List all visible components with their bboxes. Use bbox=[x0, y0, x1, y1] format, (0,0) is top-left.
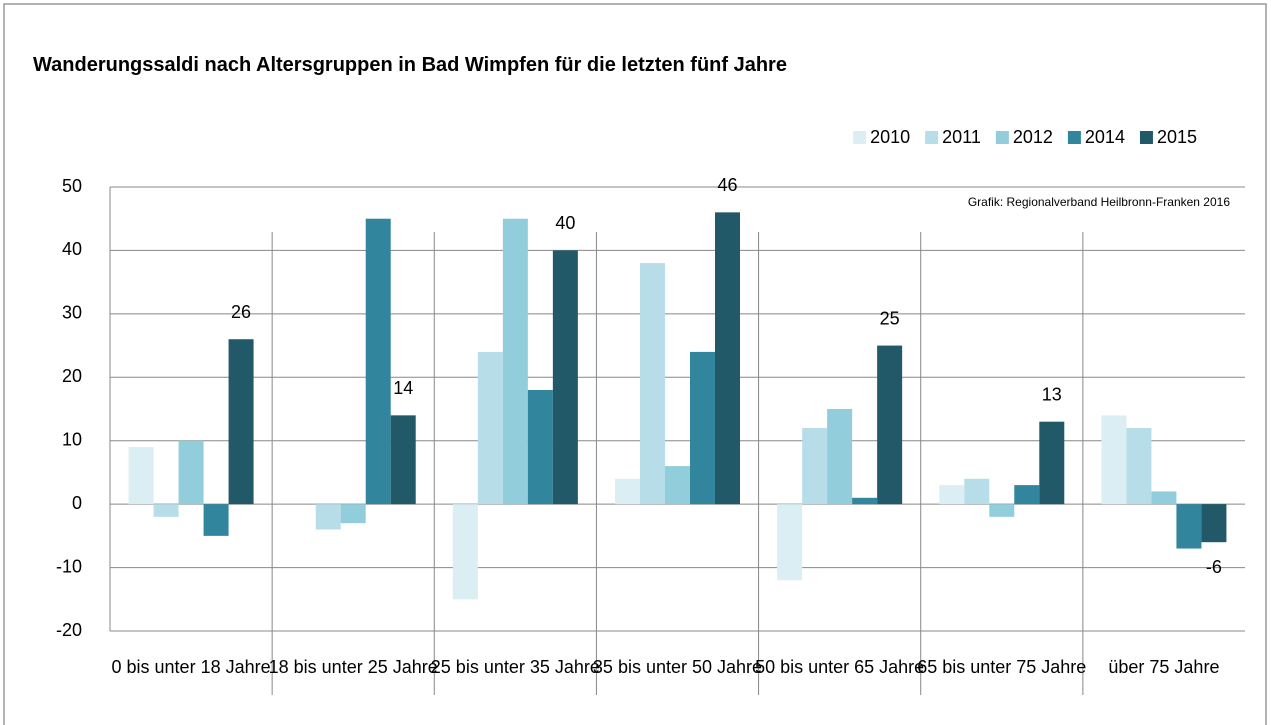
legend-label: 2015 bbox=[1157, 127, 1197, 147]
data-label: 26 bbox=[231, 302, 251, 322]
bar bbox=[640, 263, 665, 505]
legend-swatch bbox=[1139, 131, 1153, 144]
legend-label: 2011 bbox=[942, 127, 981, 147]
legend-label: 2014 bbox=[1085, 127, 1125, 147]
y-tick-label: 50 bbox=[62, 176, 82, 196]
bar bbox=[390, 415, 416, 505]
x-tick-label: über 75 Jahre bbox=[1108, 657, 1220, 677]
bar bbox=[939, 485, 965, 505]
y-tick-label: 30 bbox=[62, 303, 82, 323]
bar bbox=[715, 212, 740, 505]
x-tick-label: 25 bis unter 35 Jahre bbox=[430, 657, 600, 677]
bar bbox=[1126, 428, 1152, 505]
bar bbox=[827, 409, 853, 505]
bar bbox=[527, 389, 553, 505]
bar bbox=[178, 440, 204, 505]
data-label: 40 bbox=[555, 213, 575, 233]
data-label: -6 bbox=[1206, 557, 1222, 577]
annotation: Grafik: Regionalverband Heilbronn-Franke… bbox=[968, 195, 1230, 209]
bar bbox=[228, 339, 254, 505]
frame bbox=[3, 3, 1267, 725]
y-tick-label: 0 bbox=[72, 493, 82, 513]
chart-title: Wanderungssaldi nach Altersgruppen in Ba… bbox=[33, 54, 787, 76]
legend-swatch bbox=[925, 131, 939, 144]
bar bbox=[802, 428, 828, 505]
x-tick-label: 0 bis unter 18 Jahre bbox=[111, 657, 271, 677]
x-tick-label: 18 bis unter 25 Jahre bbox=[268, 657, 438, 677]
legend-swatch bbox=[1067, 131, 1081, 144]
bar bbox=[1176, 504, 1202, 549]
bar bbox=[452, 504, 478, 600]
bar bbox=[777, 504, 803, 581]
legend-swatch bbox=[995, 131, 1009, 144]
legend-label: 2010 bbox=[870, 127, 910, 147]
bar bbox=[690, 351, 715, 505]
y-tick-label: 10 bbox=[62, 429, 82, 449]
bar bbox=[340, 504, 366, 524]
bar bbox=[1039, 421, 1065, 505]
bar bbox=[128, 447, 154, 505]
bar bbox=[477, 351, 503, 505]
bar bbox=[153, 504, 179, 517]
x-tick-label: 35 bis unter 50 Jahre bbox=[592, 657, 763, 677]
bar bbox=[964, 478, 990, 505]
bar bbox=[1151, 491, 1177, 505]
bar bbox=[665, 466, 690, 505]
bar bbox=[1014, 485, 1040, 505]
data-label: 14 bbox=[393, 378, 413, 398]
data-label: 13 bbox=[1042, 384, 1062, 404]
x-tick-label: 50 bis unter 65 Jahre bbox=[755, 657, 925, 677]
y-tick-label: -20 bbox=[56, 620, 82, 640]
x-tick-label: 65 bis unter 75 Jahre bbox=[917, 657, 1087, 677]
bar bbox=[552, 250, 578, 505]
y-tick-label: -10 bbox=[56, 556, 82, 576]
bar bbox=[877, 345, 903, 505]
bar bbox=[1201, 504, 1227, 543]
bar bbox=[989, 504, 1015, 517]
bar bbox=[502, 218, 528, 505]
bar bbox=[315, 504, 341, 530]
bar bbox=[852, 497, 878, 505]
bar bbox=[365, 218, 391, 505]
legend-swatch bbox=[853, 131, 867, 144]
data-label: 25 bbox=[880, 308, 900, 328]
y-tick-label: 40 bbox=[62, 239, 82, 259]
bar bbox=[1101, 415, 1127, 505]
bar bbox=[615, 478, 640, 505]
y-tick-label: 20 bbox=[62, 366, 82, 386]
legend-label: 2012 bbox=[1013, 127, 1053, 147]
bar bbox=[203, 504, 229, 536]
data-label: 46 bbox=[717, 175, 737, 195]
